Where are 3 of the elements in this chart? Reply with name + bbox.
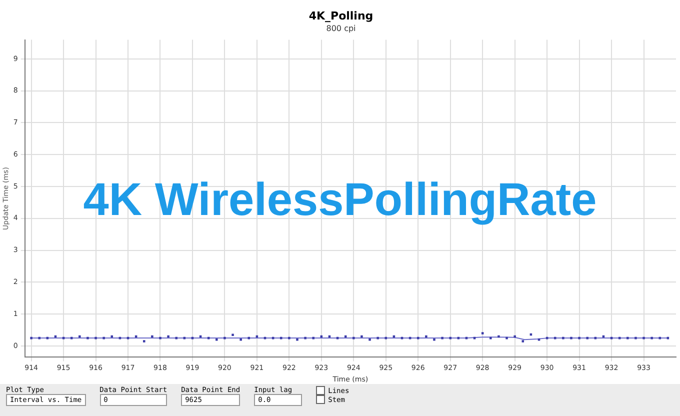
annotation: 4K WirelessPollingRate: [83, 173, 597, 225]
chart-title: 4K_Polling: [308, 9, 374, 22]
chart-subtitle: 800 cpi: [326, 24, 356, 34]
